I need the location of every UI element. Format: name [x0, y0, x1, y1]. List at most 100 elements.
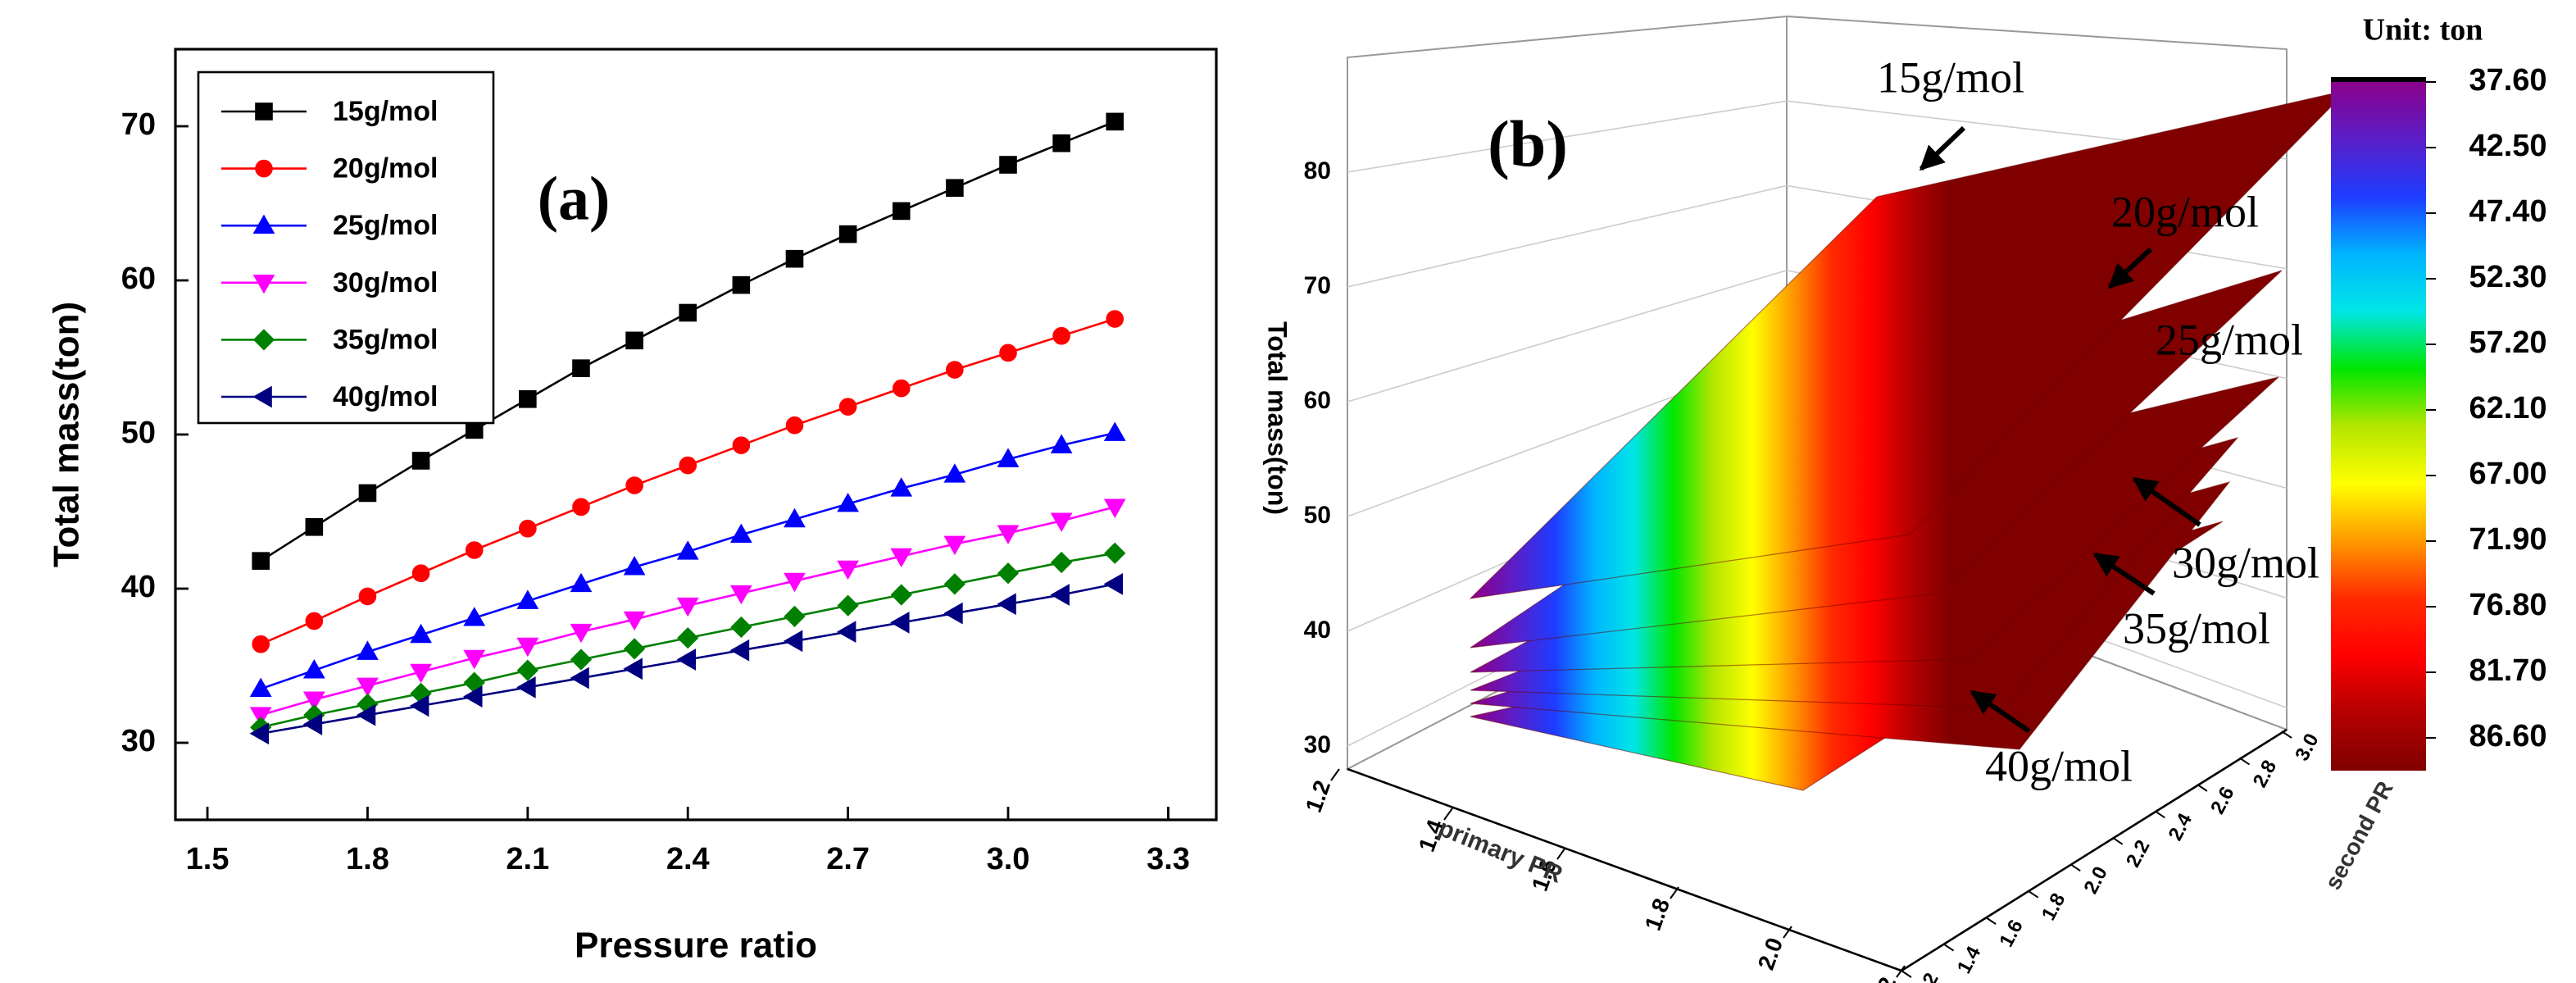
z-tick-label: 40: [1304, 617, 1331, 644]
y-tick-label: 3.0: [2291, 730, 2324, 764]
y-tick-label: 70: [121, 107, 156, 142]
marker: [625, 331, 643, 350]
colorbar-tick-label: 76.80: [2469, 588, 2546, 622]
colorbar-tick-label: 57.20: [2469, 325, 2546, 360]
marker: [1050, 434, 1073, 453]
marker: [890, 611, 910, 634]
legend-label: 20g/mol: [333, 153, 438, 184]
colorbar-tick-label: 52.30: [2469, 260, 2546, 294]
marker: [305, 517, 324, 536]
x-tick-label: 1.5: [186, 842, 229, 876]
marker: [1050, 551, 1073, 574]
y-tick-label: 1.2: [1910, 969, 1943, 983]
marker: [623, 556, 646, 576]
annotation: 30g/mol: [2172, 538, 2319, 587]
marker: [784, 507, 806, 528]
marker: [1050, 584, 1070, 606]
colorbar-tick-label: 86.60: [2469, 719, 2546, 753]
legend-label: 15g/mol: [333, 96, 438, 127]
x-tick: [1330, 768, 1340, 781]
y-axis-title: Total mass(ton): [47, 302, 87, 567]
marker: [1103, 572, 1124, 595]
marker: [997, 525, 1020, 544]
y-tick-label: 1.8: [2038, 890, 2070, 924]
marker: [1106, 310, 1124, 328]
marker: [356, 703, 376, 726]
marker: [623, 658, 643, 680]
marker: [890, 477, 913, 497]
marker: [892, 379, 911, 398]
z-tick-label: 50: [1304, 502, 1331, 529]
marker: [784, 572, 806, 593]
x-tick-label: 1.2: [1301, 777, 1335, 816]
marker: [249, 707, 272, 726]
marker: [252, 635, 270, 653]
panel-label: (b): [1488, 108, 1568, 180]
marker: [572, 498, 590, 517]
marker: [1052, 326, 1070, 345]
marker: [730, 616, 752, 639]
x-tick-label: 2.0: [1753, 935, 1788, 973]
marker: [892, 202, 911, 221]
colorbar-tick-label: 71.90: [2469, 522, 2546, 557]
z-tick-label: 30: [1304, 731, 1331, 758]
marker: [516, 589, 539, 609]
marker: [999, 156, 1017, 174]
marker: [838, 225, 857, 243]
x-tick-label: 2.2: [1866, 974, 1901, 983]
marker: [1050, 512, 1073, 532]
z-tick-label: 70: [1304, 272, 1331, 299]
marker: [465, 421, 484, 439]
legend-label: 35g/mol: [333, 324, 438, 355]
marker: [1106, 112, 1124, 131]
y-tick-label: 2.0: [2079, 863, 2112, 898]
grid-line: [1347, 100, 1788, 173]
annotation-arrows: [1919, 125, 2201, 734]
marker: [463, 685, 483, 708]
x-tick-label: 2.4: [666, 842, 710, 876]
annotation: 20g/mol: [2111, 187, 2259, 236]
colorbar: [2331, 82, 2426, 771]
marker: [999, 344, 1017, 362]
y-tick-label: 2.6: [2206, 783, 2239, 817]
y-tick: [2069, 863, 2081, 872]
marker: [676, 540, 699, 560]
marker: [302, 659, 325, 679]
marker: [784, 605, 806, 627]
y-tick: [2197, 784, 2208, 792]
x-tick-label: 3.3: [1147, 842, 1190, 876]
marker: [943, 535, 966, 556]
y-tick-label: 2.8: [2249, 757, 2282, 791]
marker: [785, 416, 804, 435]
marker: [997, 562, 1020, 585]
y-tick-label: 30: [121, 724, 156, 758]
x-tick-label: 1.8: [346, 842, 389, 876]
y-tick: [1901, 970, 1912, 978]
marker: [677, 627, 699, 649]
marker: [837, 560, 859, 580]
colorbar-title: Unit: ton: [2363, 13, 2483, 48]
marker: [519, 519, 537, 538]
y-tick-label: 2.2: [2122, 836, 2155, 871]
marker: [252, 385, 272, 408]
marker: [729, 585, 752, 605]
marker: [465, 541, 484, 559]
colorbar-tick-label: 42.50: [2469, 129, 2546, 163]
marker: [302, 713, 323, 735]
x-tick-label: 2.1: [506, 842, 549, 876]
marker: [411, 564, 430, 583]
y-tick-label: 50: [121, 416, 156, 450]
y-tick-label: 1.4: [1953, 942, 1986, 977]
marker: [410, 663, 432, 684]
y-tick: [2028, 890, 2039, 899]
marker: [519, 389, 537, 408]
marker: [252, 329, 275, 351]
marker: [1052, 134, 1070, 152]
marker: [997, 593, 1016, 616]
marker: [411, 452, 430, 470]
annotation: 40g/mol: [1985, 741, 2133, 790]
y-tick-label: 2.4: [2165, 809, 2197, 844]
colorbar-tick-label: 37.60: [2469, 63, 2546, 98]
annotation: 25g/mol: [2156, 315, 2303, 364]
y-tick-label: 40: [121, 570, 156, 604]
